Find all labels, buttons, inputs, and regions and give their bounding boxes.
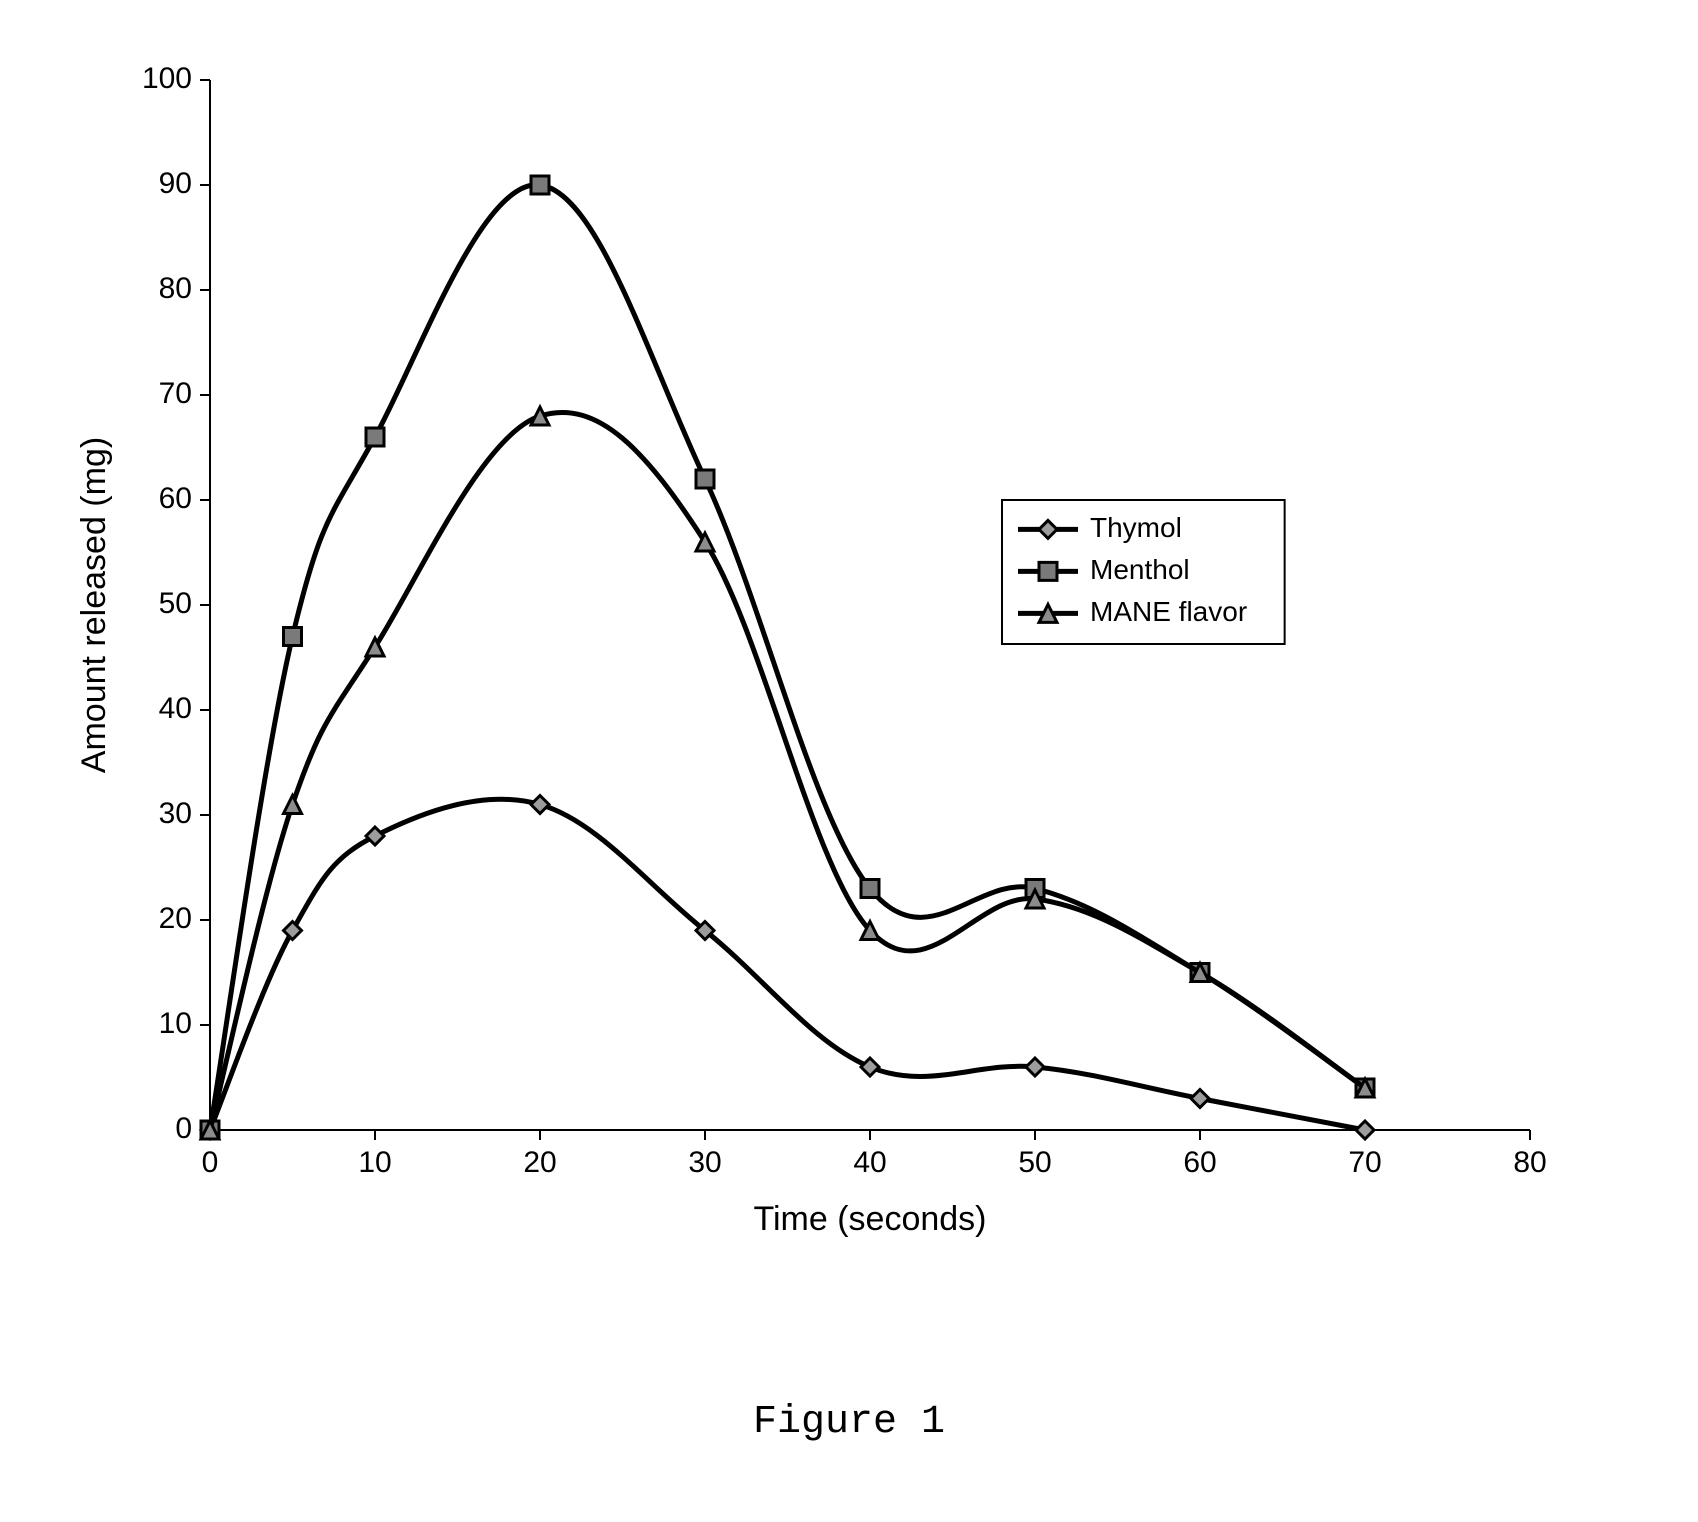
svg-text:0: 0 xyxy=(175,1112,192,1145)
svg-text:20: 20 xyxy=(159,902,192,935)
svg-text:Amount released (mg): Amount released (mg) xyxy=(75,437,113,773)
page: 0 10 20 30 40 50 60 70 80 90 100 0 10 20 30 40 50 60 70 80 T… xyxy=(0,0,1698,1522)
svg-text:70: 70 xyxy=(159,377,192,410)
svg-text:20: 20 xyxy=(523,1146,556,1179)
svg-text:Time (seconds): Time (seconds) xyxy=(753,1200,986,1238)
svg-text:90: 90 xyxy=(159,167,192,200)
svg-text:80: 80 xyxy=(1513,1146,1546,1179)
svg-text:50: 50 xyxy=(159,587,192,620)
figure-caption: Figure 1 xyxy=(0,1400,1698,1445)
svg-text:70: 70 xyxy=(1348,1146,1381,1179)
svg-text:40: 40 xyxy=(853,1146,886,1179)
svg-text:60: 60 xyxy=(159,482,192,515)
svg-text:0: 0 xyxy=(202,1146,219,1179)
svg-text:30: 30 xyxy=(159,797,192,830)
release-chart: 0 10 20 30 40 50 60 70 80 90 100 0 10 20 30 40 50 60 70 80 T… xyxy=(60,40,1638,1320)
svg-text:60: 60 xyxy=(1183,1146,1216,1179)
svg-text:10: 10 xyxy=(358,1146,391,1179)
svg-text:Thymol: Thymol xyxy=(1090,512,1182,543)
svg-text:Menthol: Menthol xyxy=(1090,554,1190,585)
svg-text:80: 80 xyxy=(159,272,192,305)
svg-text:10: 10 xyxy=(159,1007,192,1040)
svg-text:MANE flavor: MANE flavor xyxy=(1090,596,1247,627)
svg-text:100: 100 xyxy=(142,62,192,95)
svg-text:40: 40 xyxy=(159,692,192,725)
svg-text:50: 50 xyxy=(1018,1146,1051,1179)
chart-svg: 0 10 20 30 40 50 60 70 80 90 100 0 10 20 30 40 50 60 70 80 T… xyxy=(60,40,1638,1320)
svg-text:30: 30 xyxy=(688,1146,721,1179)
